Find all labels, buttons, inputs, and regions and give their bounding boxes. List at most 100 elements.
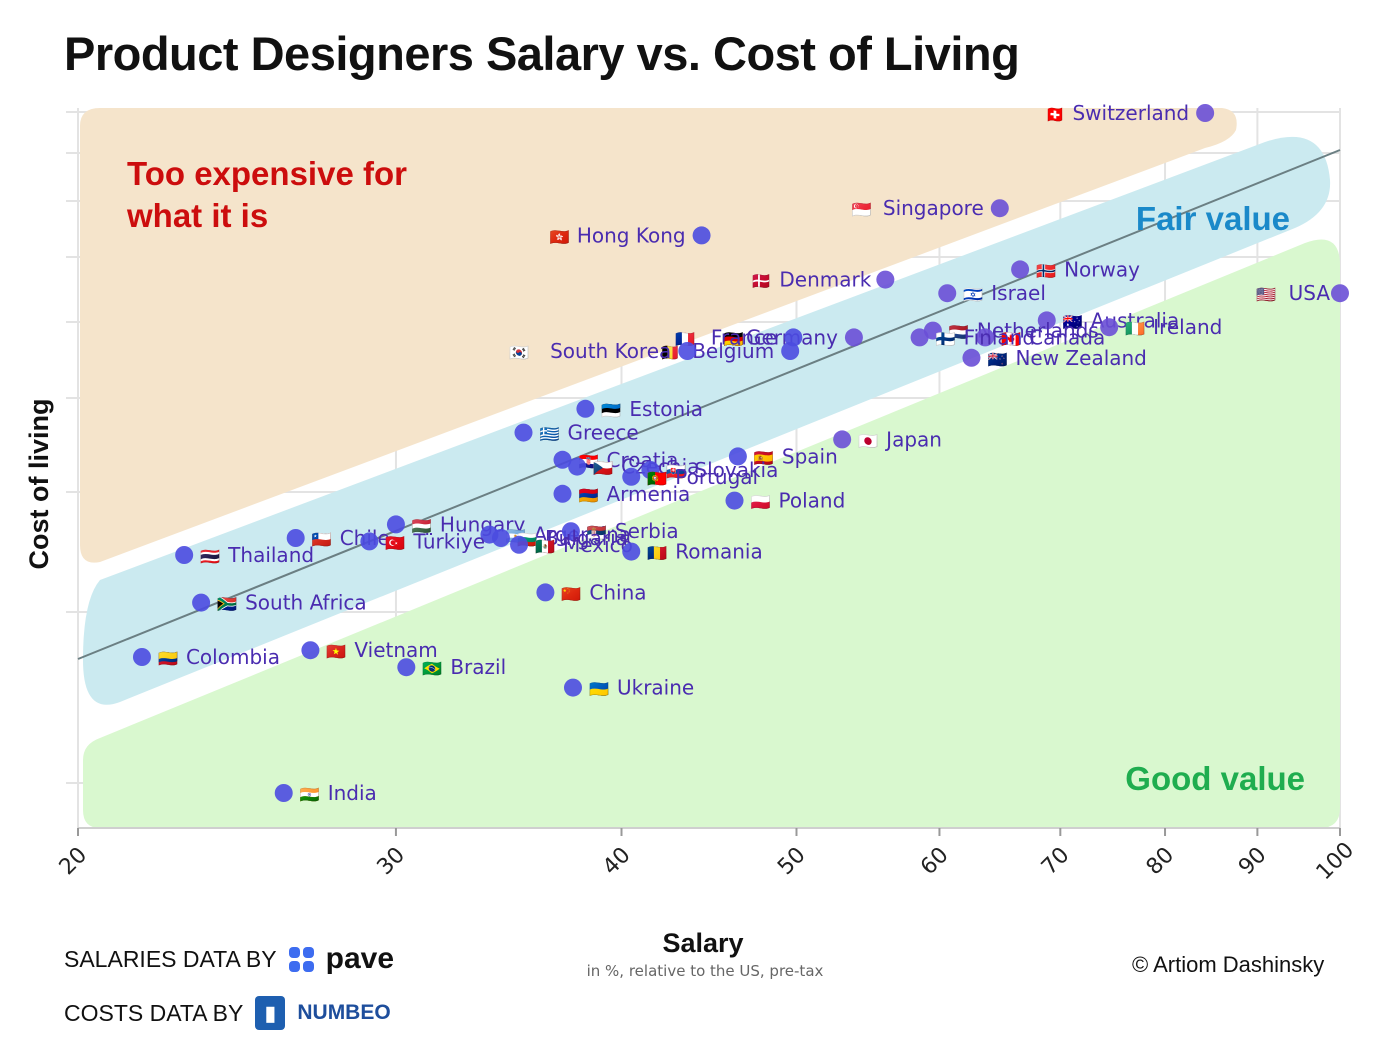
country-flag: 🇩🇰	[751, 272, 771, 291]
country-label: Serbia	[615, 519, 679, 543]
country-label: Poland	[779, 489, 846, 513]
country-flag: 🇦🇲	[578, 487, 598, 505]
country-flag: 🇷🇸	[587, 524, 607, 542]
country-flag: 🇨🇴	[158, 650, 178, 668]
data-point	[301, 641, 320, 660]
country-flag: 🇸🇬	[852, 201, 872, 219]
country-label: Ukraine	[617, 676, 694, 700]
x-tick-label: 50	[773, 843, 810, 880]
country-label: USA	[1289, 281, 1331, 305]
data-point-group: 🇿🇦 South Africa	[192, 591, 367, 615]
copyright: © Artiom Dashinsky	[1132, 952, 1325, 977]
data-point-group: 🇨🇦 Canada	[976, 325, 1105, 349]
country-label: Romania	[675, 540, 762, 564]
country-flag: 🇨🇳	[561, 585, 581, 603]
numbeo-logo-text: NUMBEO	[297, 1001, 391, 1024]
zone-label-expensive: Too expensive for	[127, 155, 407, 192]
country-label: Netherlands	[977, 319, 1099, 343]
country-label: Singapore	[883, 196, 984, 220]
data-point	[962, 348, 981, 367]
country-flag: 🇺🇸	[1256, 286, 1276, 304]
data-point-group: 🇧🇷 Brazil	[397, 655, 506, 679]
data-point-group: 🇪🇸 Spain	[728, 444, 838, 468]
zone-label-fair: Fair value	[1136, 200, 1290, 237]
country-flag: 🇺🇦	[589, 681, 609, 699]
country-flag: 🇮🇳	[300, 786, 320, 804]
country-label: Greece	[568, 421, 639, 445]
data-point-group: 🇹🇭 Thailand	[175, 543, 314, 567]
country-label: Switzerland	[1072, 101, 1189, 125]
data-point	[553, 484, 572, 503]
data-point	[386, 515, 405, 534]
data-point	[360, 532, 379, 551]
data-point	[678, 342, 697, 360]
x-axis-subtitle: in %, relative to the US, pre-tax	[586, 962, 824, 980]
pave-logo-text: pave	[325, 942, 395, 975]
data-point	[976, 328, 995, 347]
data-point	[1037, 311, 1056, 330]
data-point	[563, 678, 582, 697]
country-label: Bulgaria	[545, 526, 628, 550]
numbeo-logo-icon: ▮	[255, 996, 286, 1030]
data-point-group: 🇦🇲 Armenia	[553, 482, 690, 506]
country-flag: 🇯🇵	[858, 432, 878, 450]
data-point-group: 🇨🇴 Colombia	[132, 645, 280, 669]
data-point-group: 🇸🇬 Singapore	[852, 196, 1009, 220]
data-points: 🇨🇭 Switzerland 🇸🇬 Singapore 🇭🇰 Hong Kong 🇳🇴 Nor…	[132, 101, 1349, 805]
country-label: New Zealand	[1015, 346, 1146, 370]
data-point	[576, 399, 595, 418]
data-point	[286, 529, 305, 547]
expensive-zone	[80, 108, 1237, 563]
country-label: India	[328, 781, 377, 805]
data-point	[990, 199, 1009, 218]
data-point-group: 🇪🇪 Estonia	[576, 397, 703, 421]
country-label: Hong Kong	[577, 223, 686, 247]
data-point	[781, 342, 800, 360]
good-zone	[83, 239, 1340, 828]
country-flag: 🇹🇭	[200, 548, 220, 566]
x-tick-label: 30	[373, 843, 410, 880]
country-flag: 🇭🇺	[412, 517, 432, 535]
country-flag: 🇪🇸	[754, 449, 774, 467]
data-point	[844, 328, 863, 347]
country-label: Spain	[782, 444, 838, 468]
data-point	[132, 648, 151, 666]
data-point-group: 🇮🇪 Ireland	[1100, 315, 1222, 339]
country-label: Slovakia	[694, 458, 778, 482]
data-point	[725, 491, 744, 510]
data-point-group: 🇺🇸 USA	[1256, 281, 1349, 305]
country-label: Finland	[964, 325, 1035, 349]
data-point	[938, 284, 957, 303]
country-label: South Korea	[550, 339, 671, 363]
country-label: Norway	[1064, 257, 1140, 281]
x-tick-label: 70	[1037, 843, 1074, 880]
country-flag: 🇧🇪	[660, 343, 680, 362]
data-point-group: 🇮🇱 Israel	[938, 281, 1046, 305]
salaries-credit-text: SALARIES DATA BY	[64, 945, 277, 972]
country-flag: 🇨🇱	[312, 531, 332, 549]
country-flag: 🇧🇷	[422, 660, 442, 678]
country-flag: 🇻🇳	[326, 643, 346, 661]
x-tick-label: 60	[916, 843, 953, 880]
data-point	[910, 328, 929, 347]
data-point	[923, 321, 942, 340]
data-point	[1331, 284, 1349, 303]
zone-labels: Too expensive for what it is Fair value Goo…	[126, 155, 1305, 797]
trend-line	[77, 149, 1341, 660]
country-label: France	[711, 325, 778, 349]
data-point-group: 🇫🇮 Finland	[910, 325, 1035, 349]
country-label: Israel	[991, 281, 1046, 305]
salaries-credit: SALARIES DATA BY pave	[64, 942, 394, 976]
data-point	[1196, 104, 1215, 122]
country-flag: 🇨🇿	[593, 460, 613, 478]
x-tick-label: 80	[1142, 843, 1179, 880]
data-point-group: 🇯🇵 Japan	[833, 427, 942, 451]
data-point	[274, 784, 293, 802]
country-flag: 🇦🇺	[1063, 312, 1083, 331]
x-tick-label: 90	[1234, 843, 1271, 880]
data-point	[1100, 318, 1119, 337]
data-point	[514, 423, 533, 442]
data-point	[876, 270, 895, 289]
data-point	[728, 447, 747, 466]
data-point-group: 🇫🇷 France	[675, 325, 803, 349]
